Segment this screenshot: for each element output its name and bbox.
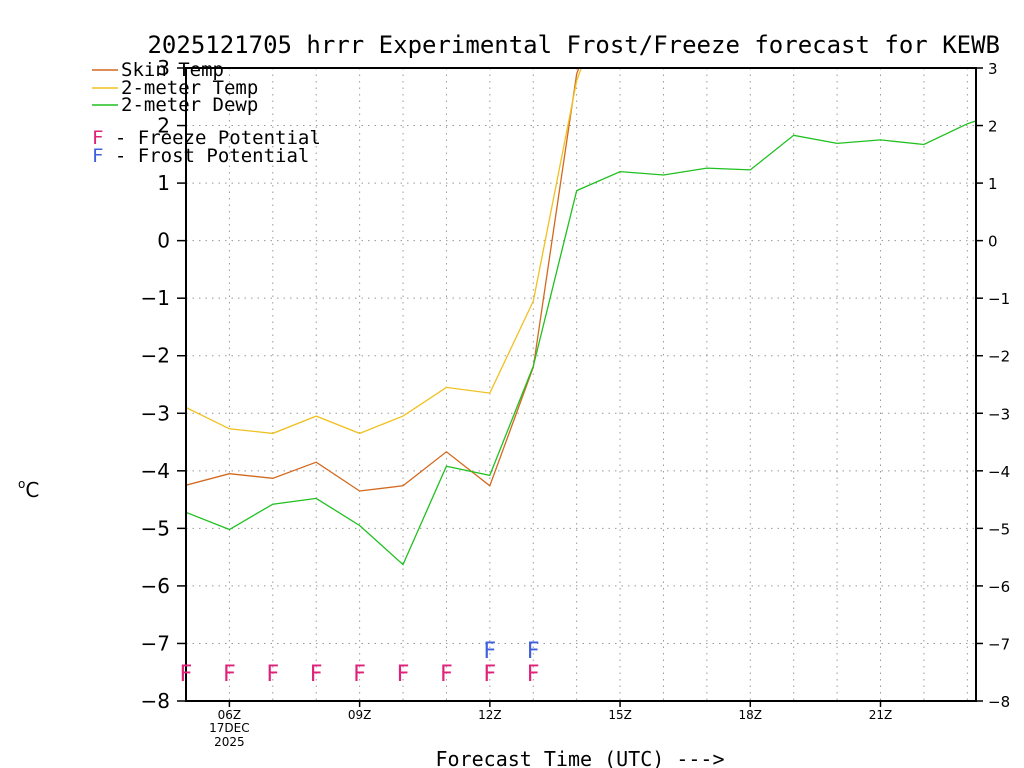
y-tick-label-right: 0 [988, 233, 998, 251]
series-line-2-meter-dewp [186, 120, 976, 566]
y-axis-label-degree: o [18, 477, 25, 491]
series-line-skin-temp [186, 68, 580, 492]
y-axis-label: oC [18, 477, 39, 502]
freeze-flag: F [353, 662, 366, 687]
freeze-flag: F [440, 662, 453, 687]
freeze-flag: F [310, 662, 323, 687]
freeze-flag: F [484, 662, 497, 687]
x-tick-label: 12Z [478, 708, 502, 722]
y-tick-label-right: 1 [988, 175, 998, 193]
legend-temp-label: 2-meter Temp [121, 77, 258, 99]
potential-flags: F F F F F F F F FF F [180, 639, 540, 687]
y-tick-label: 0 [157, 229, 170, 253]
y-tick-label: 1 [157, 171, 170, 195]
x-tick-date: 17DEC [209, 721, 249, 735]
legend-dewp-label: 2-meter Dewp [121, 94, 258, 116]
chart-title: 2025121705 hrrr Experimental Frost/Freez… [147, 31, 1000, 59]
y-tick-label: −5 [141, 516, 170, 540]
x-tick-label: 21Z [869, 708, 893, 722]
legend-frost: F - Frost Potential [92, 145, 309, 167]
y-tick-label-right: −6 [988, 578, 1010, 596]
y-tick-label: 2 [157, 114, 170, 138]
y-tick-label-right: −4 [988, 463, 1010, 481]
y-axis-label-unit: C [25, 478, 39, 502]
y-tick-label-right: −1 [988, 290, 1010, 308]
y-tick-label: −8 [141, 689, 170, 713]
y-axis-ticks: 3 3 2 2 1 1 0 0 −1 −1 −2 −2 −3 −3 −4 −4 −5 −5 −6 −6 −7 −7 −8 −8 [141, 56, 1011, 713]
legend: Skin Temp 2-meter Temp 2-meter Dewp F - … [92, 59, 321, 167]
freeze-flag: F [180, 662, 193, 687]
x-axis-label: Forecast Time (UTC) ---> [436, 747, 725, 768]
grid-lines [186, 68, 976, 701]
series-line-2-meter-temp [186, 68, 582, 435]
y-tick-label: 3 [157, 56, 170, 80]
y-tick-label-right: −8 [988, 693, 1010, 711]
freeze-flag: F [223, 662, 236, 687]
legend-frost-text: - Frost Potential [103, 145, 309, 167]
legend-skin-label: Skin Temp [121, 59, 224, 81]
y-tick-label: −6 [141, 574, 170, 598]
x-tick-label: 15Z [608, 708, 632, 722]
legend-freeze: F - Freeze Potential [92, 127, 321, 149]
y-tick-label-right: 2 [988, 118, 998, 136]
freeze-flag: F [266, 662, 279, 687]
x-tick-year: 2025 [214, 735, 245, 749]
x-tick-label: 06Z [218, 708, 242, 722]
freeze-flag: F [527, 662, 540, 687]
y-tick-label-right: −5 [988, 520, 1010, 538]
legend-freeze-text: - Freeze Potential [103, 127, 320, 149]
series-lines [186, 68, 976, 566]
y-tick-label-right: 3 [988, 60, 998, 78]
y-tick-label-right: −2 [988, 348, 1010, 366]
x-tick-label: 18Z [739, 708, 763, 722]
legend-freeze-letter: F [92, 127, 103, 149]
x-tick-label: 09Z [348, 708, 372, 722]
y-tick-label-right: −7 [988, 635, 1010, 653]
frost-flag: F [527, 639, 540, 664]
plot-frame [185, 67, 977, 702]
y-tick-label: −1 [141, 286, 170, 310]
y-tick-label: −7 [141, 631, 170, 655]
legend-frost-letter: F [92, 145, 103, 167]
y-tick-label: −2 [141, 344, 170, 368]
freeze-flag: F [397, 662, 410, 687]
y-tick-label-right: −3 [988, 405, 1010, 423]
frost-flag: F [484, 639, 497, 664]
y-tick-label: −4 [141, 459, 170, 483]
y-tick-label: −3 [141, 401, 170, 425]
